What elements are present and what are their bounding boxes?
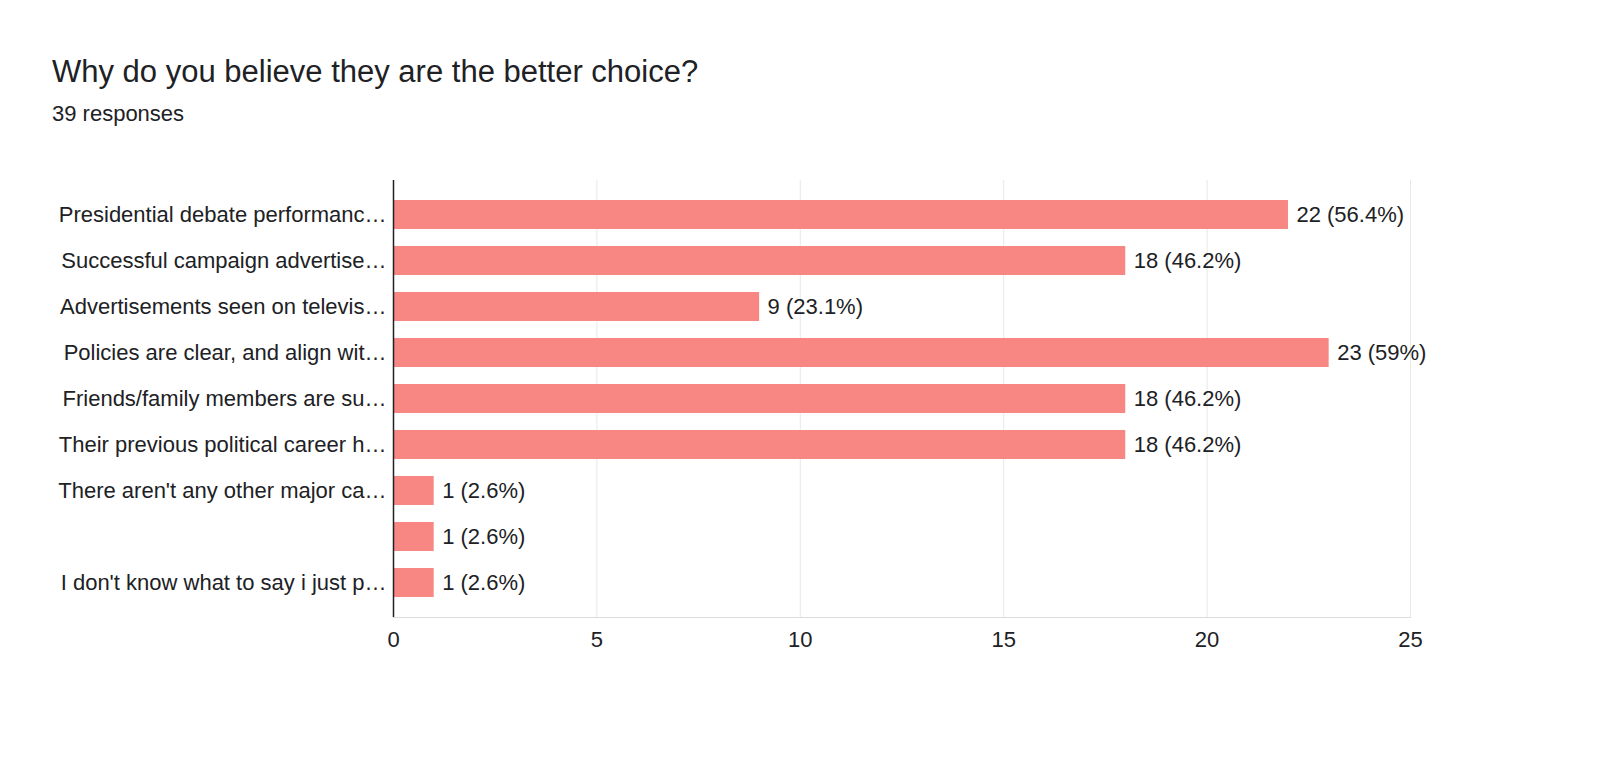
html-text:39 responses: 39 responses <box>52 101 185 126</box>
svg-text:22 (56.4%): 22 (56.4%) <box>1296 202 1404 227</box>
svg-text:20: 20 <box>1195 627 1219 652</box>
svg-text:0: 0 <box>387 627 399 652</box>
svg-text:Successful campaign advertise…: Successful campaign advertise… <box>61 248 386 273</box>
svg-text:9 (23.1%): 9 (23.1%) <box>768 294 863 319</box>
svg-text:1 (2.6%): 1 (2.6%) <box>442 478 525 503</box>
svg-text:1 (2.6%): 1 (2.6%) <box>442 524 525 549</box>
svg-text:23 (59%): 23 (59%) <box>1337 340 1426 365</box>
svg-text:10: 10 <box>788 627 812 652</box>
svg-text:Friends/family members are su…: Friends/family members are su… <box>63 386 387 411</box>
svg-text:18 (46.2%): 18 (46.2%) <box>1134 432 1242 457</box>
svg-text:15: 15 <box>991 627 1015 652</box>
svg-text:18 (46.2%): 18 (46.2%) <box>1134 386 1242 411</box>
svg-text:5: 5 <box>591 627 603 652</box>
svg-text:There aren't any other major c: There aren't any other major ca… <box>58 478 386 503</box>
svg-text:1 (2.6%): 1 (2.6%) <box>442 570 525 595</box>
svg-text:25: 25 <box>1398 627 1422 652</box>
svg-text:Their previous political caree: Their previous political career h… <box>59 432 387 457</box>
svg-text:Advertisements seen on televis: Advertisements seen on televis… <box>60 294 387 319</box>
svg-text:Policies are clear, and align: Policies are clear, and align wit… <box>64 340 387 365</box>
html-text:Why do you believe they are th: Why do you believe they are the better c… <box>52 54 699 89</box>
svg-text:I don't know what to say i jus: I don't know what to say i just p… <box>61 570 387 595</box>
svg-text:Presidential debate performanc: Presidential debate performanc… <box>59 202 387 227</box>
svg-text:18 (46.2%): 18 (46.2%) <box>1134 248 1242 273</box>
